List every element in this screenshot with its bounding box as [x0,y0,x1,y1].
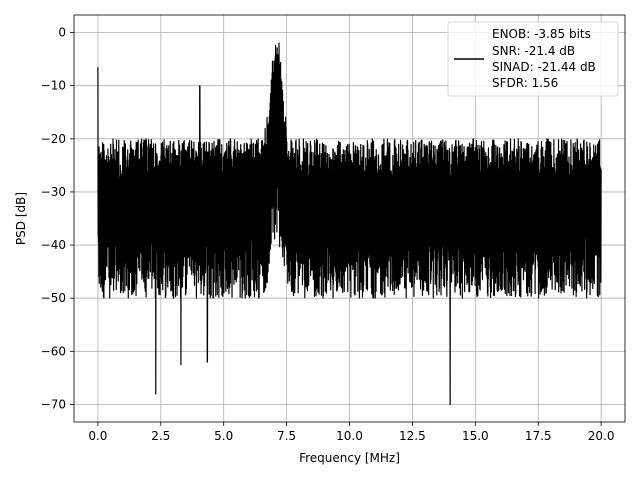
psd-series-line [97,42,602,406]
legend-entry-enob: ENOB: -3.85 bits [492,27,591,41]
legend-box [447,21,619,97]
x-tick-label: 20.0 [588,429,615,443]
x-tick-label: 10.0 [336,429,363,443]
y-tick-label: −10 [41,79,66,93]
x-tick-label: 2.5 [151,429,170,443]
y-axis-label: PSD [dB] [14,192,28,245]
y-tick-label: 0 [58,26,66,40]
x-tick-label: 5.0 [214,429,233,443]
legend-entry-sfdr: SFDR: 1.56 [492,76,558,90]
y-tick-label: −40 [41,238,66,252]
x-tick-label: 17.5 [525,429,552,443]
x-tick-label: 15.0 [462,429,489,443]
legend-entry-snr: SNR: -21.4 dB [492,44,575,58]
legend: ENOB: -3.85 bits SNR: -21.4 dB SINAD: -2… [447,21,619,97]
y-tick-label: −30 [41,185,66,199]
x-axis-label: Frequency [MHz] [299,451,400,465]
plot-area [97,42,602,406]
y-tick-label: −60 [41,344,66,358]
x-tick-label: 0.0 [88,429,107,443]
y-axis-ticks: 0 −10 −20 −30 −40 −50 −60 −70 [41,26,74,411]
x-axis-ticks: 0.0 2.5 5.0 7.5 10.0 12.5 15.0 17.5 20.0 [88,422,614,443]
y-tick-label: −20 [41,132,66,146]
x-tick-label: 12.5 [399,429,426,443]
y-tick-label: −70 [41,397,66,411]
legend-entry-sinad: SINAD: -21.44 dB [492,60,596,74]
y-tick-label: −50 [41,291,66,305]
x-tick-label: 7.5 [277,429,296,443]
